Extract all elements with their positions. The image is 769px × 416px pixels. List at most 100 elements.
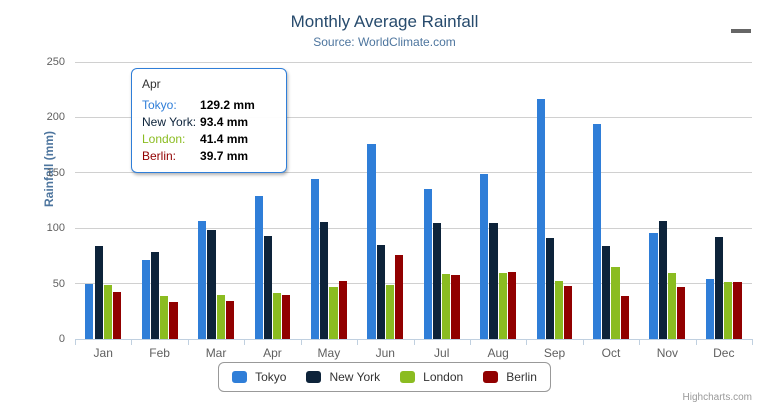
bar-berlin-dec[interactable] bbox=[733, 282, 742, 339]
bar-new-york-feb[interactable] bbox=[150, 251, 160, 339]
tooltip-row-berlin: Berlin: 39.7 mm bbox=[142, 147, 255, 164]
legend-swatch-icon bbox=[400, 371, 416, 383]
bar-london-may[interactable] bbox=[329, 286, 338, 339]
y-axis-label-150: 150 bbox=[46, 166, 65, 179]
legend-item-london[interactable]: London bbox=[400, 370, 463, 384]
legend-item-tokyo[interactable]: Tokyo bbox=[232, 370, 286, 384]
bar-tokyo-may[interactable] bbox=[310, 179, 320, 339]
tooltip: Apr Tokyo: 129.2 mm New York: 93.4 mm London… bbox=[131, 68, 287, 173]
legend-box: Tokyo New York London Berlin bbox=[218, 362, 551, 392]
bar-new-york-nov[interactable] bbox=[658, 220, 667, 339]
x-axis-label-dec: Dec bbox=[713, 346, 735, 360]
tooltip-series-value: 39.7 mm bbox=[200, 148, 249, 163]
tooltip-row-tokyo: Tokyo: 129.2 mm bbox=[142, 96, 255, 113]
y-axis-label-250: 250 bbox=[46, 56, 65, 68]
y-axis-label-0: 0 bbox=[58, 333, 65, 345]
bar-berlin-feb[interactable] bbox=[169, 302, 178, 339]
bar-new-york-may[interactable] bbox=[320, 221, 329, 339]
bar-tokyo-nov[interactable] bbox=[649, 233, 658, 339]
bar-london-jan[interactable] bbox=[103, 284, 112, 339]
legend-label: Berlin bbox=[506, 370, 537, 384]
bar-london-oct[interactable] bbox=[611, 266, 620, 339]
gridline-250 bbox=[75, 61, 752, 63]
legend-label: Tokyo bbox=[255, 370, 287, 384]
bar-tokyo-mar[interactable] bbox=[198, 221, 207, 339]
bar-tokyo-aug[interactable] bbox=[480, 174, 489, 339]
gridline-50 bbox=[75, 283, 752, 285]
bar-london-apr[interactable] bbox=[272, 293, 282, 339]
x-axis-tick bbox=[639, 340, 640, 345]
bar-berlin-sep[interactable] bbox=[564, 286, 573, 339]
bar-new-york-aug[interactable] bbox=[489, 223, 498, 339]
chart-subtitle: Source: WorldClimate.com bbox=[313, 35, 456, 49]
tooltip-row-london: London: 41.4 mm bbox=[142, 130, 255, 147]
bar-berlin-apr[interactable] bbox=[282, 295, 291, 339]
x-axis-label-jul: Jul bbox=[434, 346, 450, 360]
bar-london-nov[interactable] bbox=[667, 273, 677, 339]
gridline-200 bbox=[75, 116, 752, 118]
bar-berlin-oct[interactable] bbox=[620, 295, 629, 339]
bar-berlin-nov[interactable] bbox=[677, 287, 686, 339]
bar-berlin-jul[interactable] bbox=[451, 275, 460, 339]
x-axis-label-nov: Nov bbox=[656, 346, 679, 360]
tooltip-series-value: 93.4 mm bbox=[200, 114, 249, 129]
bar-london-aug[interactable] bbox=[498, 272, 507, 339]
tooltip-series-label: London: bbox=[142, 131, 186, 146]
bar-tokyo-jan[interactable] bbox=[85, 283, 94, 339]
x-axis-tick bbox=[131, 340, 132, 345]
gridline-100 bbox=[75, 227, 752, 229]
tooltip-header: Apr bbox=[142, 77, 161, 91]
chart-context-menu-button[interactable] bbox=[729, 18, 753, 40]
legend-swatch-icon bbox=[232, 371, 248, 383]
bar-new-york-dec[interactable] bbox=[715, 236, 724, 339]
bar-tokyo-feb[interactable] bbox=[141, 259, 150, 339]
x-axis-label-oct: Oct bbox=[601, 346, 621, 360]
bar-london-jun[interactable] bbox=[385, 285, 394, 339]
bar-tokyo-dec[interactable] bbox=[705, 278, 715, 339]
bar-tokyo-apr[interactable] bbox=[254, 195, 263, 339]
tooltip-series-value: 129.2 mm bbox=[200, 97, 255, 112]
x-axis-label-aug: Aug bbox=[487, 346, 509, 360]
tooltip-row-new-york: New York: 93.4 mm bbox=[142, 113, 255, 130]
bar-berlin-mar[interactable] bbox=[225, 300, 234, 339]
bar-tokyo-sep[interactable] bbox=[536, 99, 545, 339]
x-axis-tick bbox=[188, 340, 189, 345]
bar-new-york-mar[interactable] bbox=[207, 229, 216, 339]
bar-berlin-may[interactable] bbox=[338, 280, 347, 339]
bar-london-jul[interactable] bbox=[442, 273, 451, 339]
x-axis-tick bbox=[696, 340, 697, 345]
legend: Tokyo New York London Berlin bbox=[0, 362, 769, 392]
bar-new-york-oct[interactable] bbox=[602, 246, 611, 339]
x-axis-line bbox=[75, 339, 753, 340]
bar-new-york-jul[interactable] bbox=[433, 222, 442, 339]
bar-berlin-aug[interactable] bbox=[507, 272, 516, 339]
bar-tokyo-jul[interactable] bbox=[423, 188, 432, 339]
bar-new-york-apr[interactable] bbox=[263, 235, 272, 339]
x-axis-tick bbox=[301, 340, 302, 345]
bar-tokyo-jun[interactable] bbox=[367, 143, 376, 339]
tooltip-series-label: Tokyo: bbox=[142, 97, 177, 112]
x-axis-label-may: May bbox=[317, 346, 341, 360]
tooltip-rows: Tokyo: 129.2 mm New York: 93.4 mm London: 41.… bbox=[142, 96, 255, 164]
bar-new-york-sep[interactable] bbox=[545, 237, 555, 339]
bar-london-dec[interactable] bbox=[724, 282, 733, 339]
legend-item-new-york[interactable]: New York bbox=[306, 370, 380, 384]
credits-link[interactable]: Highcharts.com bbox=[682, 392, 752, 403]
bar-london-sep[interactable] bbox=[555, 280, 564, 339]
legend-swatch-icon bbox=[483, 371, 499, 383]
gridline-150 bbox=[75, 172, 752, 174]
x-axis-tick bbox=[75, 340, 76, 345]
bar-berlin-jun[interactable] bbox=[394, 255, 404, 339]
bar-tokyo-oct[interactable] bbox=[593, 123, 602, 339]
bar-london-feb[interactable] bbox=[160, 296, 169, 339]
legend-item-berlin[interactable]: Berlin bbox=[483, 370, 537, 384]
x-axis-tick bbox=[752, 340, 753, 345]
x-axis-label-jun: Jun bbox=[375, 346, 395, 360]
bar-new-york-jan[interactable] bbox=[94, 246, 103, 339]
bar-london-mar[interactable] bbox=[216, 295, 225, 339]
x-axis-tick bbox=[414, 340, 415, 345]
tooltip-series-value: 41.4 mm bbox=[200, 131, 249, 146]
bar-berlin-jan[interactable] bbox=[112, 292, 122, 339]
bar-new-york-jun[interactable] bbox=[376, 245, 385, 339]
